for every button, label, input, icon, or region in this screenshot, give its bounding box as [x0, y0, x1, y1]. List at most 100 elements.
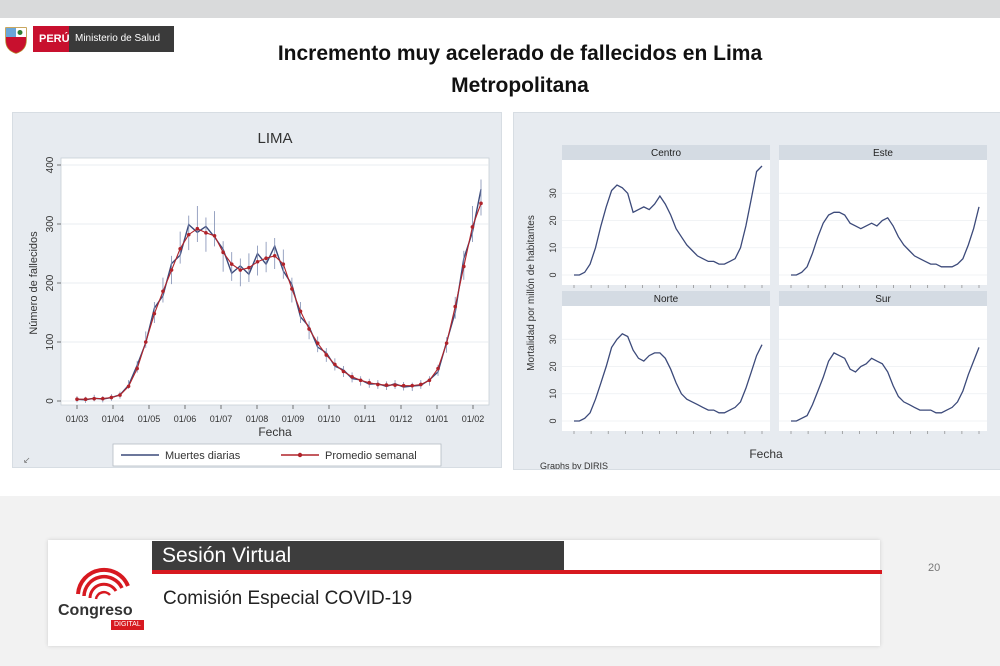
lima-x-tick-label: 01/11	[354, 414, 376, 424]
panel-series-line	[791, 347, 980, 422]
panel-y-tick-label: 0	[548, 418, 558, 423]
average-point	[264, 256, 268, 261]
lima-chart-title: LIMA	[257, 130, 292, 147]
lima-x-axis: 01/03 01/04 01/05 01/06 01/07 01/08 01/09 01/10…	[66, 405, 485, 424]
panel-header	[779, 145, 987, 160]
diris-panel-norte: Norte 0 10 20 30	[548, 291, 770, 434]
panel-plot-area	[562, 160, 770, 285]
slide-title-line-1: Incremento muy acelerado de fallecidos e…	[277, 42, 763, 65]
panel-header	[779, 291, 987, 306]
commission-name: Comisión Especial COVID-19	[163, 588, 413, 609]
lima-y-tick-label: 0	[45, 398, 56, 404]
average-point	[83, 397, 88, 402]
diris-y-axis-label: Mortalidad por millón de habitantes	[526, 215, 537, 371]
lima-x-tick-label: 01/03	[66, 414, 89, 424]
average-point	[118, 393, 122, 397]
congreso-brand: Congreso	[58, 602, 133, 619]
panel-header	[562, 291, 770, 306]
panel-y-tick-label: 0	[548, 272, 558, 277]
diris-panels: Centro 0 10 20 30 Este Norte 0 10 20 30 Sur	[548, 145, 987, 434]
average-point	[186, 232, 191, 237]
panel-title: Sur	[875, 294, 891, 305]
diris-note: Graphs by DIRIS	[540, 461, 608, 469]
average-point	[100, 396, 105, 401]
legend-marker-average	[297, 452, 303, 458]
legend-entry-daily: Muertes diarias	[165, 450, 241, 462]
accent-divider	[152, 570, 882, 574]
average-point	[367, 380, 372, 385]
average-point	[315, 341, 320, 345]
lima-x-tick-label: 01/08	[246, 414, 269, 424]
average-point	[229, 262, 234, 266]
lima-legend: Muertes diarias Promedio semanal	[112, 443, 442, 467]
average-point	[281, 262, 286, 266]
panel-y-tick-label: 20	[548, 361, 558, 371]
diris-x-axis-label: Fecha	[749, 447, 783, 461]
panel-plot-area	[779, 306, 987, 431]
panel-y-tick-label: 20	[548, 215, 558, 225]
peru-shield-icon	[5, 27, 27, 54]
panel-y-tick-label: 10	[548, 389, 558, 399]
lima-grid	[61, 164, 489, 402]
average-point	[479, 201, 483, 206]
average-point	[393, 383, 397, 387]
panel-plot-area	[779, 160, 987, 285]
lima-y-tick-label: 400	[45, 156, 56, 173]
average-point	[384, 383, 389, 387]
digital-badge: DIGITAL	[111, 620, 144, 630]
panel-series-line	[791, 206, 980, 276]
average-point	[238, 268, 243, 272]
lima-chart-panel: LIMA 0 100 200 300 400 01/03 01/04 01/05 01/06 0…	[12, 112, 502, 468]
legend-entry-average: Promedio semanal	[325, 450, 417, 462]
average-point	[195, 226, 200, 231]
lima-x-tick-label: 01/06	[174, 414, 197, 424]
average-point	[350, 375, 354, 379]
average-point	[75, 397, 79, 402]
average-point	[126, 384, 131, 389]
page-number: 20	[928, 562, 941, 574]
slide-title: Incremento muy acelerado de fallecidos e…	[190, 38, 850, 102]
average-point	[272, 254, 277, 258]
average-point	[410, 383, 415, 388]
diris-panel-sur: Sur	[779, 291, 987, 434]
average-point	[178, 246, 182, 251]
lima-y-tick-label: 200	[45, 274, 56, 291]
average-point	[161, 289, 165, 294]
average-point	[290, 287, 294, 291]
lima-y-tick-label: 300	[45, 215, 56, 232]
lima-x-tick-label: 01/02	[462, 414, 485, 424]
panel-title: Este	[873, 148, 893, 159]
panel-series-line	[574, 333, 763, 422]
panel-header	[562, 145, 770, 160]
panel-plot-area	[562, 306, 770, 431]
cursor-mark: ↙	[23, 455, 31, 465]
average-point	[444, 341, 449, 345]
panel-y-tick-label: 30	[548, 334, 558, 344]
panel-series-line	[574, 165, 763, 276]
average-point	[221, 250, 225, 255]
average-point	[212, 234, 217, 238]
average-point	[204, 231, 208, 235]
average-point	[109, 395, 114, 400]
lima-y-axis: 0 100 200 300 400	[45, 156, 61, 404]
average-point	[152, 311, 157, 316]
ministry-label: Ministerio de Salud	[69, 26, 175, 52]
lima-x-tick-label: 01/04	[102, 414, 125, 424]
average-point	[436, 366, 440, 371]
diris-panel-centro: Centro 0 10 20 30	[548, 145, 770, 288]
slide-title-line-2: Metropolitana	[451, 74, 589, 97]
average-point	[358, 378, 363, 383]
average-point	[333, 362, 337, 367]
ministry-logo: PERÚ Ministerio de Salud	[0, 20, 188, 56]
average-point	[419, 382, 423, 387]
panel-title: Norte	[654, 294, 679, 305]
lima-y-axis-label: Número de fallecidos	[28, 231, 40, 335]
lima-x-tick-label: 01/10	[318, 414, 341, 424]
average-point	[462, 264, 466, 269]
panel-y-tick-label: 30	[548, 188, 558, 198]
average-point	[298, 309, 303, 314]
lima-x-axis-label: Fecha	[258, 425, 292, 439]
average-point	[427, 378, 432, 383]
lima-x-tick-label: 01/09	[282, 414, 305, 424]
average-point	[341, 369, 346, 374]
